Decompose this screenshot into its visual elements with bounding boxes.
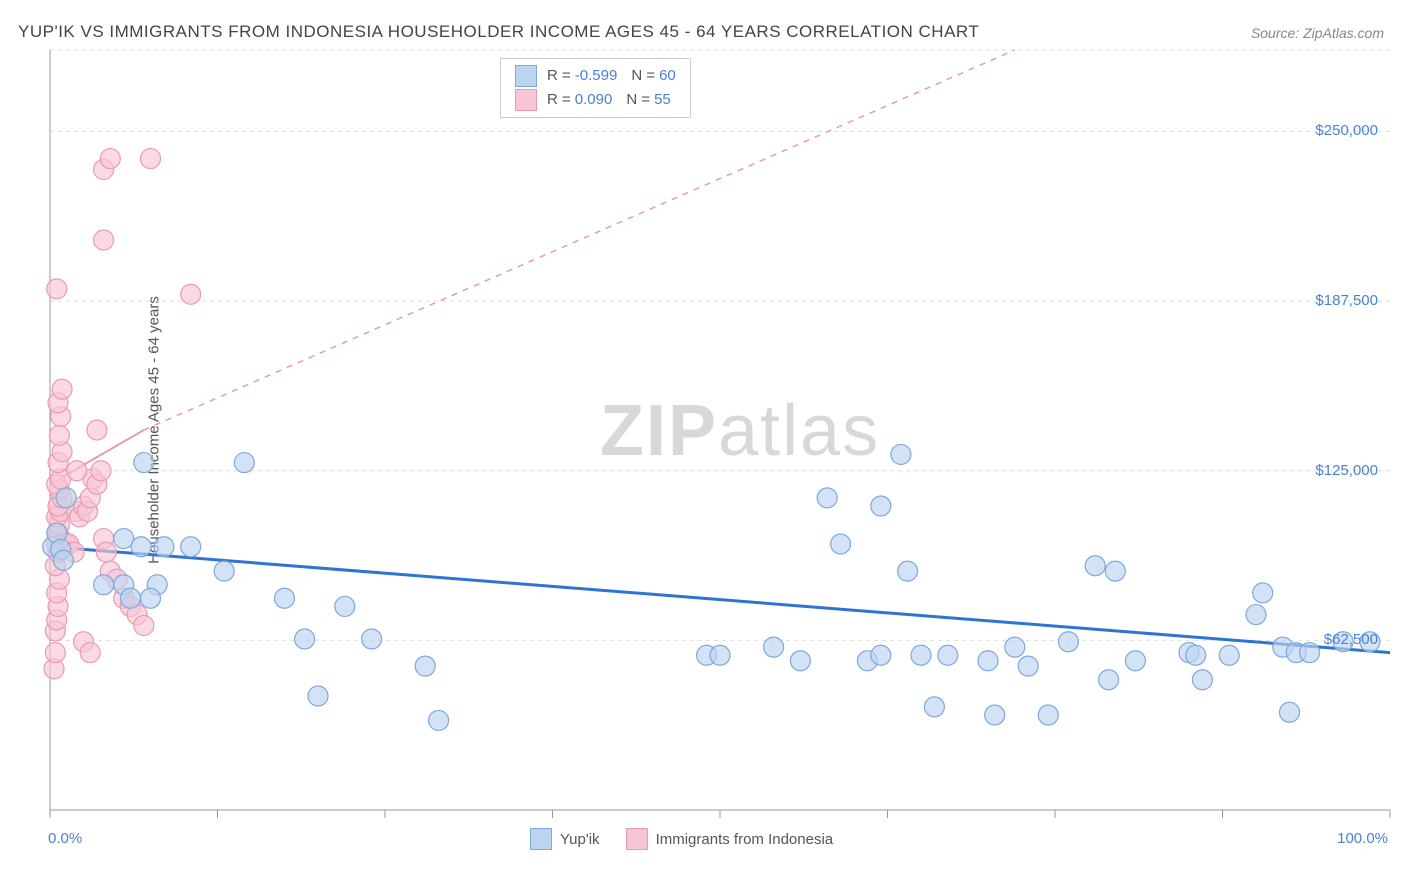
y-tick-label: $62,500 [1324, 631, 1378, 648]
x-tick-label: 100.0% [1337, 830, 1388, 847]
legend-series-label: Immigrants from Indonesia [656, 831, 834, 848]
chart-area: Householder Income Ages 45 - 64 years ZI… [50, 50, 1390, 810]
scatter-chart [50, 50, 1390, 810]
legend-series-label: Yup'ik [560, 831, 600, 848]
y-tick-label: $187,500 [1315, 292, 1378, 309]
y-tick-label: $250,000 [1315, 122, 1378, 139]
legend-swatch [530, 828, 552, 850]
correlation-legend: R =-0.599N =60R =0.090N =55 [500, 58, 691, 118]
legend-row: R =-0.599N =60 [515, 64, 676, 88]
legend-swatch [515, 89, 537, 111]
chart-title: YUP'IK VS IMMIGRANTS FROM INDONESIA HOUS… [18, 22, 979, 42]
legend-text: R =-0.599N =60 [547, 64, 676, 88]
legend-row: R =0.090N =55 [515, 88, 676, 112]
x-tick-label: 0.0% [48, 830, 82, 847]
legend-swatch [515, 65, 537, 87]
source-attribution: Source: ZipAtlas.com [1251, 25, 1384, 41]
legend-swatch [626, 828, 648, 850]
legend-text: R =0.090N =55 [547, 88, 671, 112]
y-tick-label: $125,000 [1315, 462, 1378, 479]
